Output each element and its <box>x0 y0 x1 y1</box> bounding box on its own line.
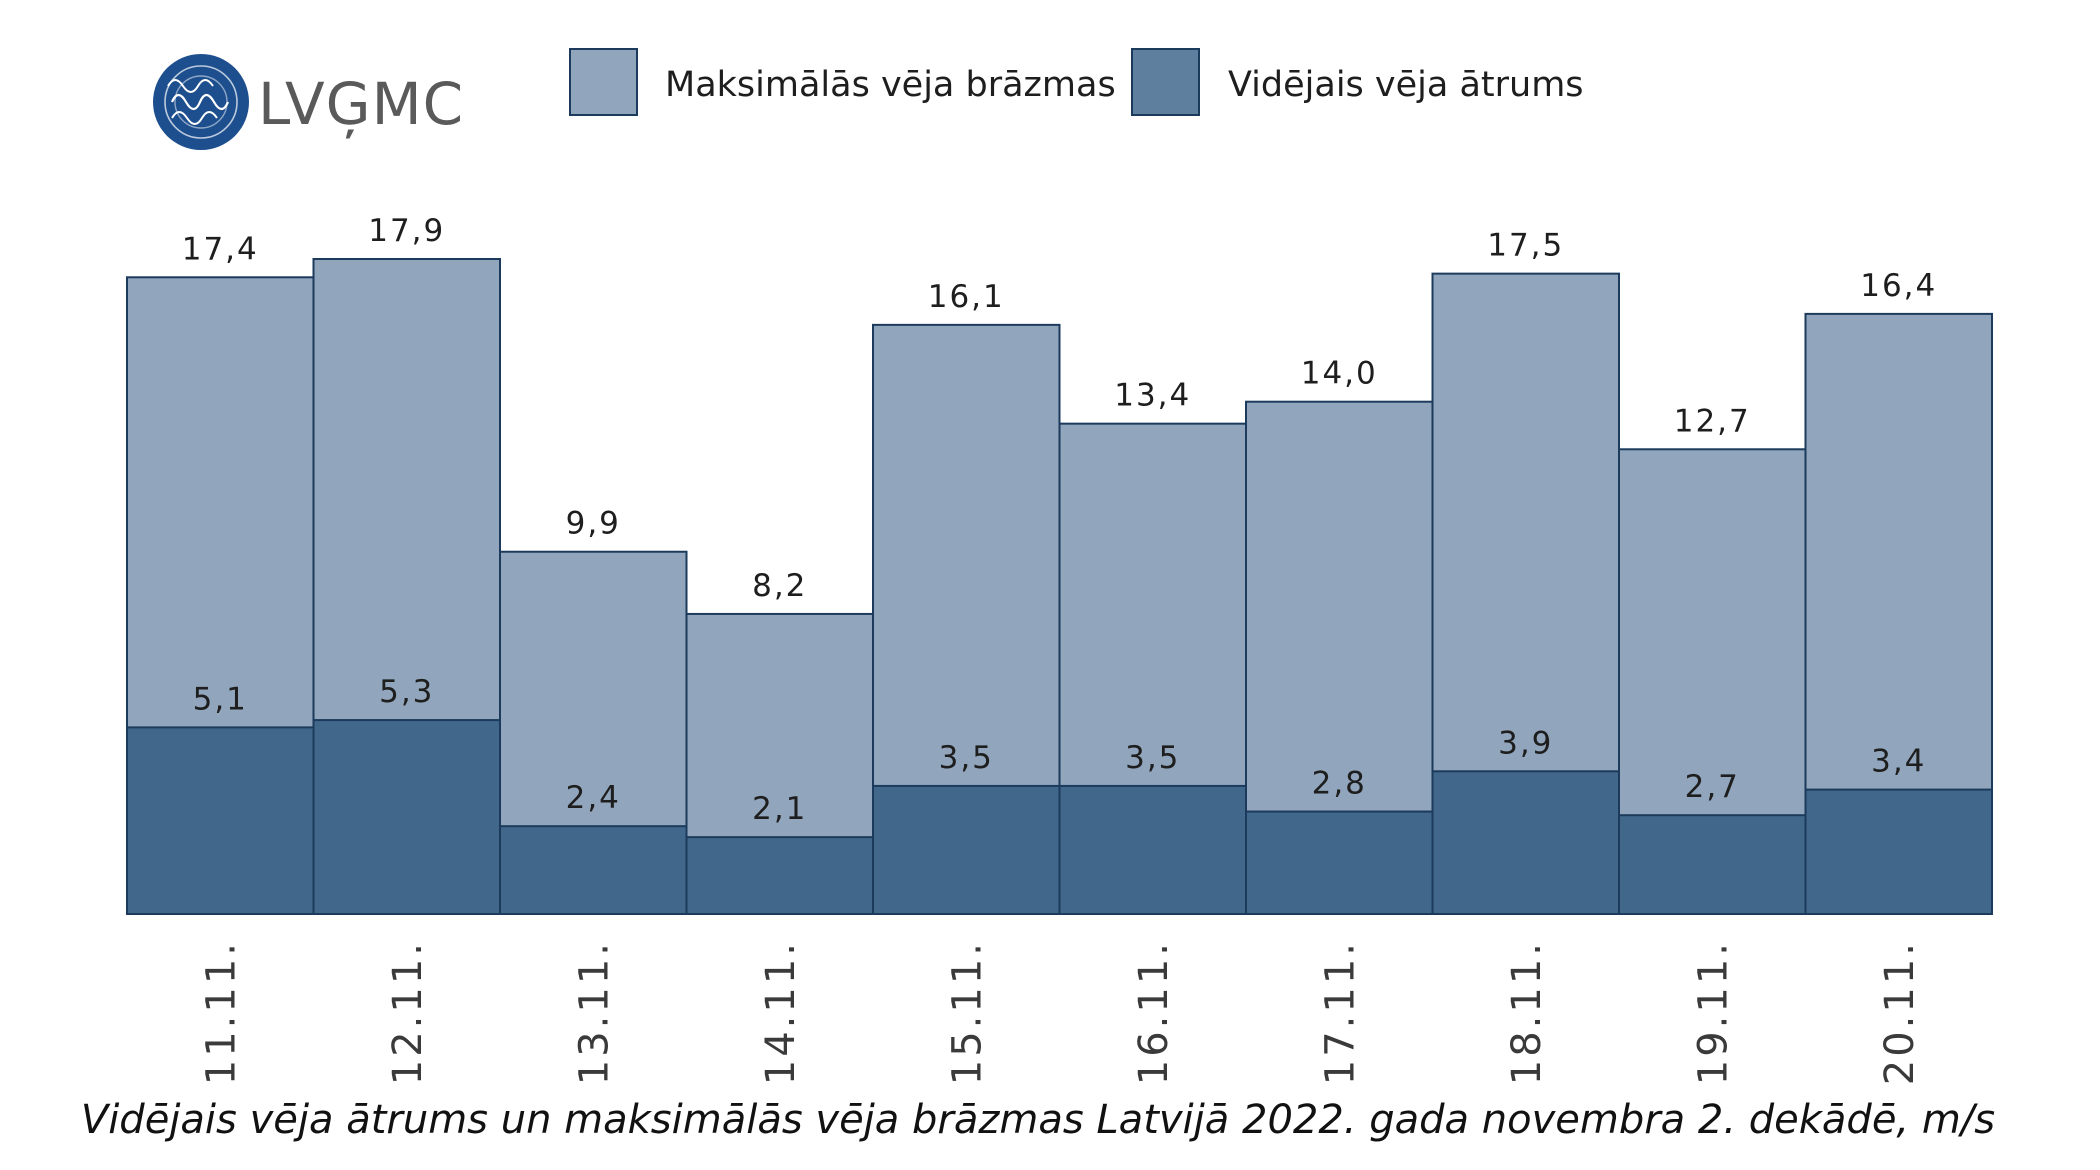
label-average-7: 2,8 <box>1312 766 1367 802</box>
label-average-4: 2,1 <box>752 791 807 827</box>
label-gust-5: 16,1 <box>928 279 1005 315</box>
label-average-3: 2,4 <box>566 780 621 816</box>
bar-average-4 <box>685 836 874 916</box>
legend: Maksimālās vēja brāzmas Vidējais vēja āt… <box>569 48 1584 116</box>
x-tick-1: 11.11. <box>198 940 244 1085</box>
label-average-5: 3,5 <box>939 740 994 776</box>
label-average-2: 5,3 <box>379 674 434 710</box>
x-tick-2: 12.11. <box>385 940 431 1085</box>
x-tick-6: 16.11. <box>1131 940 1177 1085</box>
legend-label-gust: Maksimālās vēja brāzmas <box>665 65 1116 105</box>
logo-text: LVĢMC <box>258 70 464 139</box>
x-tick-8: 18.11. <box>1504 940 1550 1085</box>
bar-average-5 <box>872 784 1061 915</box>
label-average-10: 3,4 <box>1871 744 1926 780</box>
label-gust-1: 17,4 <box>182 231 259 267</box>
label-gust-7: 14,0 <box>1301 356 1378 392</box>
logo: LVĢMC <box>153 54 464 150</box>
bar-average-3 <box>499 825 688 915</box>
label-gust-2: 17,9 <box>368 213 445 249</box>
bar-average-1 <box>126 726 315 915</box>
label-gust-6: 13,4 <box>1114 378 1191 414</box>
x-tick-3: 13.11. <box>571 940 617 1085</box>
bar-average-10 <box>1804 788 1993 916</box>
x-tick-5: 15.11. <box>944 940 990 1085</box>
label-gust-10: 16,4 <box>1860 268 1937 304</box>
x-tick-10: 20.11. <box>1877 940 1923 1085</box>
legend-swatch-gust <box>569 48 638 116</box>
bar-average-7 <box>1245 810 1434 915</box>
lvgmc-wave-logo-icon <box>153 54 249 150</box>
bar-average-9 <box>1618 814 1807 915</box>
label-average-8: 3,9 <box>1498 725 1553 761</box>
label-average-6: 3,5 <box>1125 740 1180 776</box>
x-axis: 11.11. 12.11. 13.11. 14.11. 15.11. 16.11. 17.1… <box>198 940 1923 1085</box>
x-tick-9: 19.11. <box>1690 940 1736 1085</box>
plot-area <box>126 258 1993 916</box>
label-gust-3: 9,9 <box>566 506 621 542</box>
x-tick-7: 17.11. <box>1317 940 1363 1085</box>
label-gust-9: 12,7 <box>1674 403 1751 439</box>
bar-average-6 <box>1058 784 1247 915</box>
chart-caption: Vidējais vēja ātrums un maksimālās vēja … <box>81 1097 1995 1143</box>
x-tick-4: 14.11. <box>758 940 804 1085</box>
label-average-1: 5,1 <box>193 681 248 717</box>
legend-swatch-average <box>1131 48 1200 116</box>
label-gust-4: 8,2 <box>752 568 807 604</box>
bar-average-8 <box>1431 770 1620 916</box>
label-gust-8: 17,5 <box>1487 228 1564 264</box>
label-average-9: 2,7 <box>1685 769 1740 805</box>
data-labels: 17,4 5,1 17,9 5,3 9,9 2,4 8,2 2,1 16,1 3,5 13,4 3,5… <box>182 213 1937 827</box>
legend-label-average: Vidējais vēja ātrums <box>1228 65 1584 105</box>
bar-average-2 <box>312 719 501 916</box>
